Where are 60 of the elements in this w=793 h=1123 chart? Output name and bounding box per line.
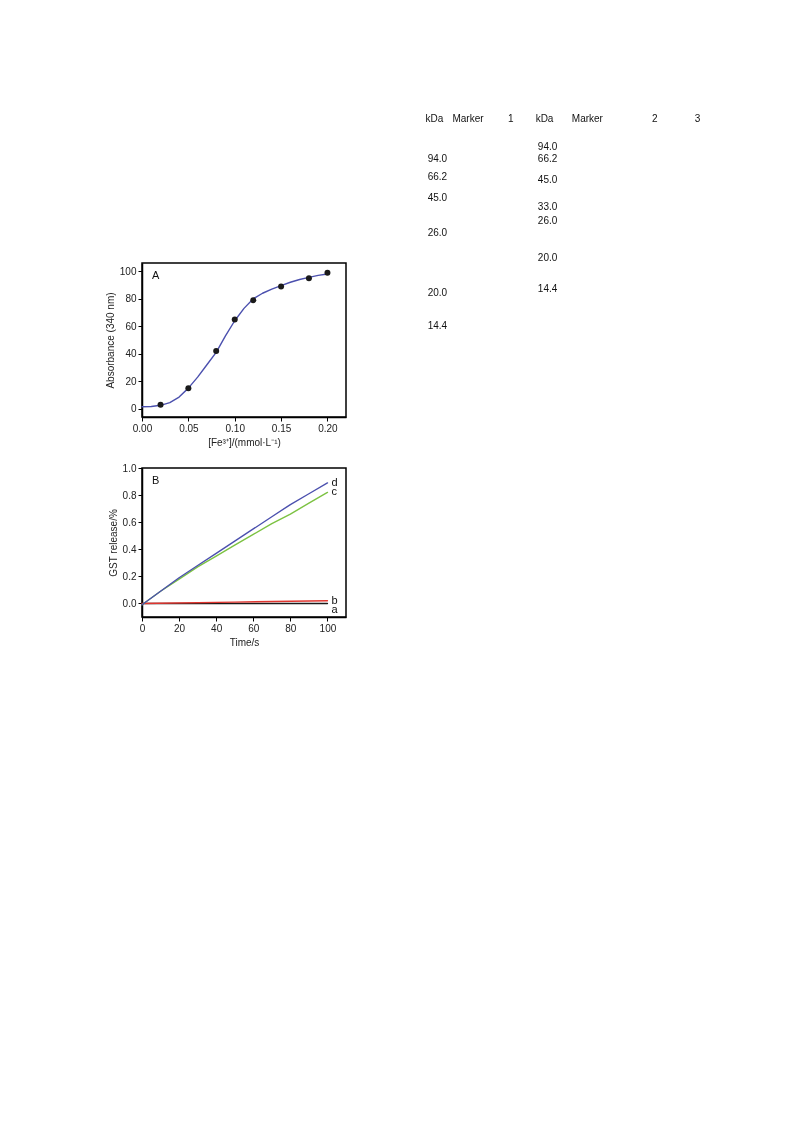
x-tick-label: 20 <box>174 622 186 634</box>
x-tick-label: 0.10 <box>225 422 246 434</box>
point <box>185 385 192 392</box>
x-tick-label: 0.15 <box>271 422 292 434</box>
point <box>157 401 164 408</box>
text: Marker <box>452 113 485 125</box>
point <box>278 283 285 290</box>
point <box>250 297 257 304</box>
text: 45.0 <box>427 192 448 204</box>
y-axis-title: GST release/% <box>107 509 119 577</box>
point <box>305 275 312 282</box>
text: 14.4 <box>427 319 448 331</box>
x-tick-label: 0.00 <box>132 422 153 434</box>
text: 1 <box>508 113 515 125</box>
text: 45.0 <box>537 173 558 185</box>
y-tick-label: 20 <box>125 375 137 387</box>
point <box>231 316 238 323</box>
x-tick-label: 100 <box>319 622 337 634</box>
text: kDa <box>425 113 444 125</box>
annotation: B <box>152 474 160 486</box>
point <box>324 269 331 276</box>
series-label: b <box>331 593 338 606</box>
series-label: d <box>331 475 338 488</box>
x-tick-label: 60 <box>248 622 260 634</box>
y-tick-label: 1.0 <box>122 462 137 474</box>
series-label: c <box>331 485 338 498</box>
text: 33.0 <box>537 201 558 213</box>
x-tick-label: 0.05 <box>179 422 200 434</box>
text: 20.0 <box>427 287 448 299</box>
x-axis-title: Time/s <box>229 636 260 648</box>
y-tick-label: 0.0 <box>122 597 137 609</box>
y-tick-label: 0.8 <box>122 489 137 501</box>
text: 94.0 <box>537 141 558 153</box>
annotation: A <box>152 269 160 281</box>
x-tick-label: 0 <box>139 622 146 634</box>
y-tick-label: 60 <box>125 320 137 332</box>
text: 3 <box>694 113 701 125</box>
x-tick-label: 80 <box>285 622 297 634</box>
x-tick-label: 40 <box>211 622 223 634</box>
text: 2 <box>651 113 658 125</box>
text: 26.0 <box>537 215 558 227</box>
text: 66.2 <box>427 171 448 183</box>
text: 14.4 <box>537 282 558 294</box>
text: Marker <box>571 113 604 125</box>
y-tick-label: 0.4 <box>122 543 137 555</box>
x-tick-label: 0.20 <box>318 422 339 434</box>
x-axis-title: [Fe³⁺]/(mmol·L⁻¹) <box>208 436 281 448</box>
point <box>213 348 220 354</box>
text: 26.0 <box>427 226 448 238</box>
y-tick-label: 80 <box>125 293 137 305</box>
y-tick-label: 40 <box>125 348 137 360</box>
text: 66.2 <box>537 152 558 164</box>
y-tick-label: 0.6 <box>122 516 137 528</box>
text: kDa <box>535 113 554 125</box>
y-axis-title: Absorbance (340 nm) <box>104 292 116 389</box>
y-tick-label: 0 <box>130 403 137 415</box>
text: 20.0 <box>537 252 558 264</box>
y-tick-label: 0.2 <box>122 570 137 582</box>
y-tick-label: 100 <box>119 265 137 277</box>
text: 94.0 <box>427 152 448 164</box>
